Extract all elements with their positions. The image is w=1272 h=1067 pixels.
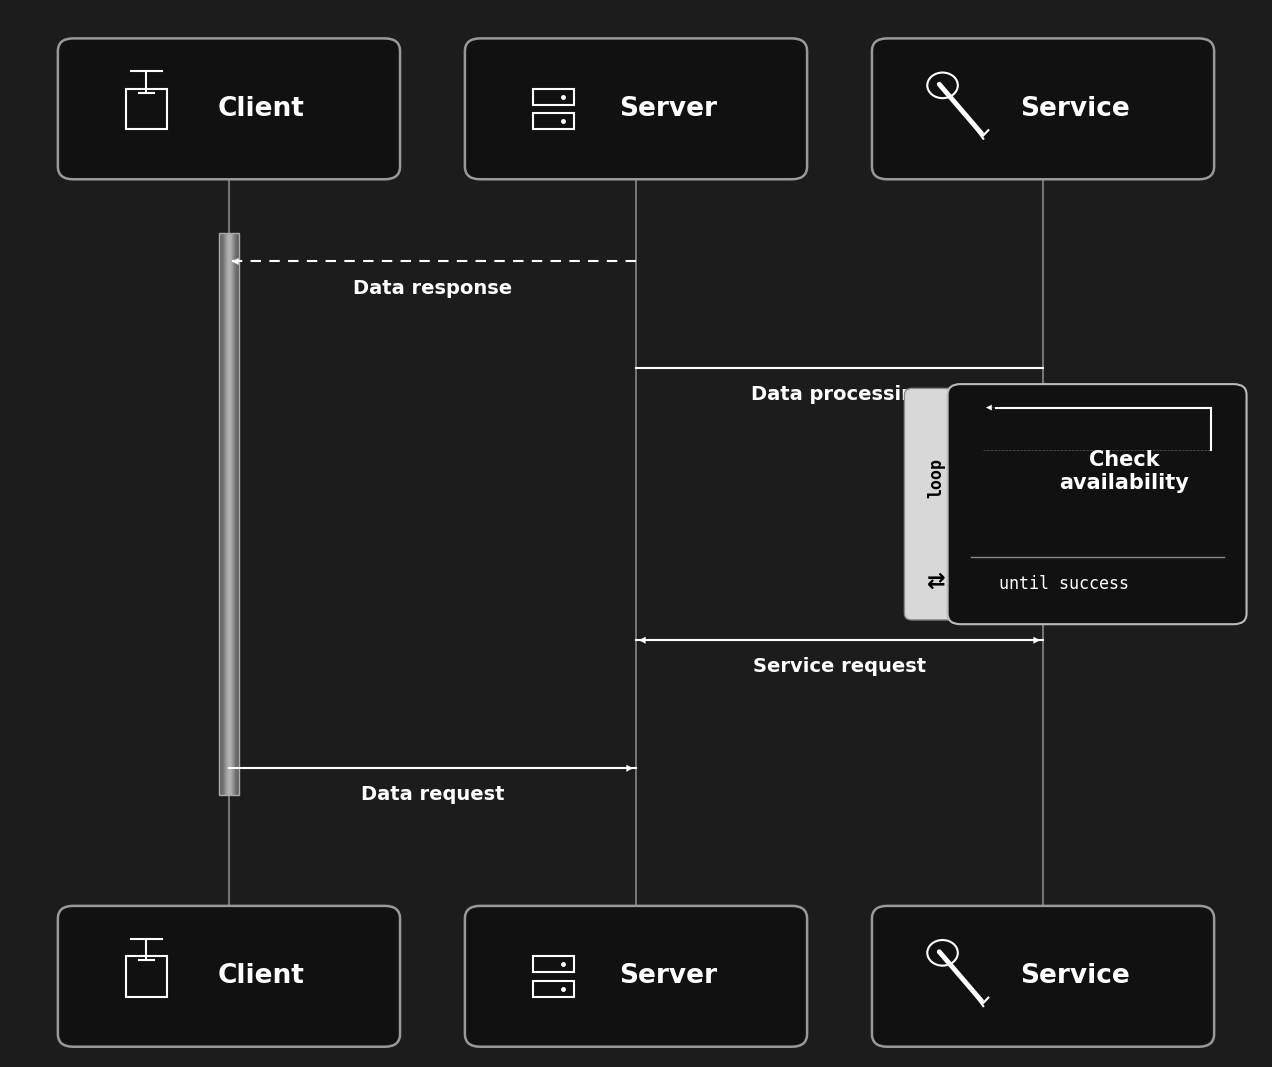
FancyBboxPatch shape (126, 89, 167, 129)
Text: Data request: Data request (361, 785, 504, 805)
Text: Server: Server (618, 964, 717, 989)
Text: Service request: Service request (753, 657, 926, 676)
FancyBboxPatch shape (533, 956, 574, 972)
FancyBboxPatch shape (59, 38, 399, 179)
Text: Data response: Data response (352, 278, 513, 298)
FancyBboxPatch shape (466, 38, 808, 179)
FancyBboxPatch shape (466, 906, 808, 1047)
Text: Data processing: Data processing (750, 385, 929, 404)
FancyBboxPatch shape (904, 388, 968, 620)
FancyBboxPatch shape (126, 956, 167, 997)
FancyBboxPatch shape (533, 113, 574, 129)
FancyBboxPatch shape (59, 906, 399, 1047)
Text: until success: until success (1000, 575, 1130, 592)
FancyBboxPatch shape (533, 981, 574, 997)
FancyBboxPatch shape (873, 38, 1213, 179)
FancyBboxPatch shape (533, 89, 574, 105)
Text: Server: Server (618, 96, 717, 122)
Text: Service: Service (1020, 96, 1130, 122)
Text: loop: loop (927, 458, 945, 498)
Text: Client: Client (218, 96, 304, 122)
Text: Service: Service (1020, 964, 1130, 989)
Text: ⇄: ⇄ (927, 572, 945, 591)
Text: Check
availability: Check availability (1060, 450, 1189, 493)
FancyBboxPatch shape (873, 906, 1213, 1047)
Text: Client: Client (218, 964, 304, 989)
FancyBboxPatch shape (948, 384, 1247, 624)
